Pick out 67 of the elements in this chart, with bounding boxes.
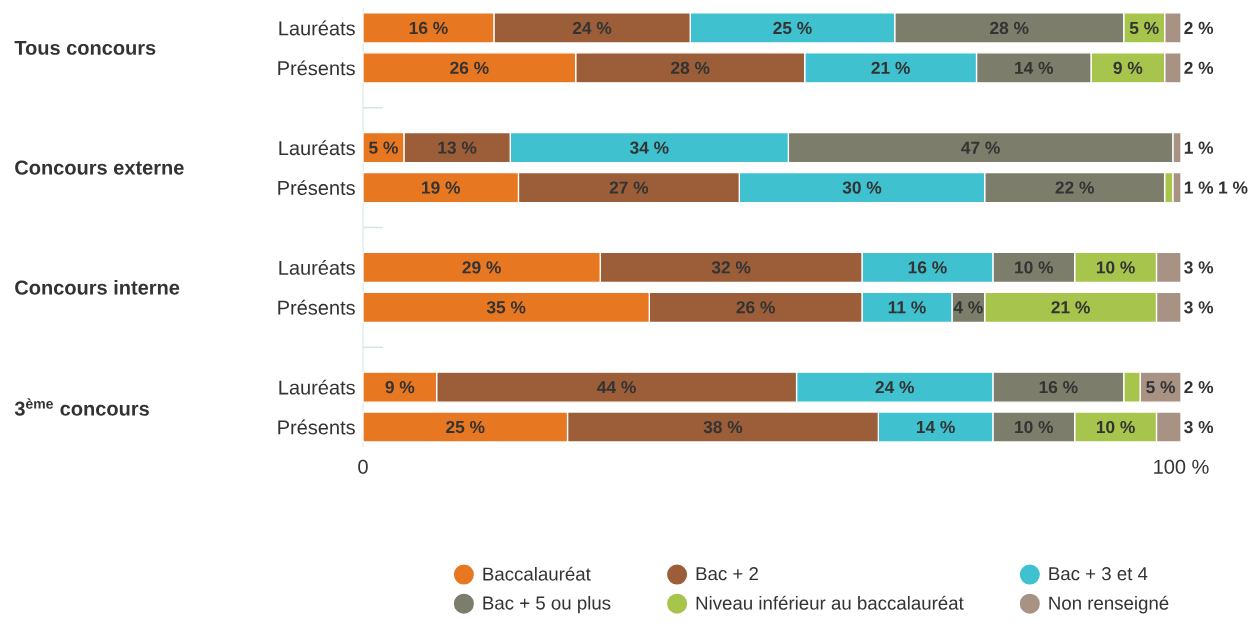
data-label: 3 % xyxy=(1184,261,1214,274)
text: 3$^{ème}$ concours xyxy=(14,398,149,416)
data-label: 24 % xyxy=(875,381,914,394)
data-label: 5 % xyxy=(1129,21,1159,35)
y-tick-label: Lauréats xyxy=(279,259,355,275)
data-label: 1 % xyxy=(1184,141,1214,154)
data-label: 5 % xyxy=(1146,381,1176,394)
data-label: 27 % xyxy=(609,181,649,194)
data-label: 32 % xyxy=(711,261,751,274)
data-label: 10 % xyxy=(1096,420,1135,434)
data-label: 3 % xyxy=(1184,420,1214,434)
text: Tous concours xyxy=(14,40,156,55)
data-label: 16 % xyxy=(908,261,947,274)
data-label: 13 % xyxy=(438,141,477,154)
text: Concours interne xyxy=(15,280,180,295)
text: Concours externe xyxy=(15,160,184,175)
data-label: 14 % xyxy=(916,420,955,434)
y-tick-label: Présents xyxy=(278,180,355,196)
y-tick-label: Lauréats xyxy=(279,140,355,156)
data-label: 28 % xyxy=(990,21,1029,35)
data-label: 10 % xyxy=(1015,420,1054,434)
data-label: 34 % xyxy=(629,141,669,154)
data-label: 10 % xyxy=(1096,261,1135,274)
y-tick-label: Lauréats xyxy=(279,20,355,36)
legend-label: Baccalauréat xyxy=(483,566,591,581)
data-label: 25 % xyxy=(446,420,485,434)
data-label: 28 % xyxy=(671,61,710,74)
data-label: 16 % xyxy=(1039,380,1078,394)
data-label: 4 % xyxy=(953,301,983,314)
data-label: 1 % xyxy=(1184,181,1214,194)
data-label: 21 % xyxy=(1051,301,1090,314)
data-label: 22 % xyxy=(1055,181,1094,194)
x-tick-label: 0 xyxy=(358,459,368,474)
x-tick-label: 100 % xyxy=(1154,459,1209,474)
data-label: 21 % xyxy=(871,61,910,74)
data-label: 11 % xyxy=(888,301,926,314)
data-label: 25 % xyxy=(773,21,812,35)
legend-label: Niveau inférieur au baccalauréat xyxy=(696,595,964,610)
data-label: 5 % xyxy=(369,141,398,154)
data-label: 38 % xyxy=(703,420,743,434)
data-label: 26 % xyxy=(450,61,489,74)
data-label: 2 % xyxy=(1184,381,1214,394)
data-label: 1 % xyxy=(1219,181,1248,194)
data-label: 26 % xyxy=(736,301,775,314)
legend-label: Non renseigné xyxy=(1049,595,1169,614)
data-label: 2 % xyxy=(1184,61,1214,74)
data-label: 30 % xyxy=(842,181,882,194)
data-label: 14 % xyxy=(1015,61,1054,74)
data-label: 47 % xyxy=(961,141,1000,154)
data-label: 44 % xyxy=(597,381,636,394)
data-label: 19 % xyxy=(422,181,460,194)
legend-label: Bac + 2 xyxy=(696,567,758,581)
legend-label: Bac + 3 et 4 xyxy=(1049,567,1148,581)
legend-label: Bac + 5 ou plus xyxy=(483,595,611,614)
data-label: 9 % xyxy=(1113,61,1143,74)
y-tick-label: Présents xyxy=(278,60,355,76)
data-label: 35 % xyxy=(486,301,526,314)
data-label: 10 % xyxy=(1015,261,1054,274)
data-label: 2 % xyxy=(1184,21,1214,35)
y-tick-label: Présents xyxy=(278,419,355,435)
data-label: 29 % xyxy=(462,261,501,274)
data-label: 9 % xyxy=(385,380,415,394)
data-label: 16 % xyxy=(409,21,448,35)
data-label: 24 % xyxy=(572,21,612,35)
y-tick-label: Présents xyxy=(278,299,355,315)
data-label: 3 % xyxy=(1184,301,1214,314)
y-tick-label: Lauréats xyxy=(279,379,355,395)
